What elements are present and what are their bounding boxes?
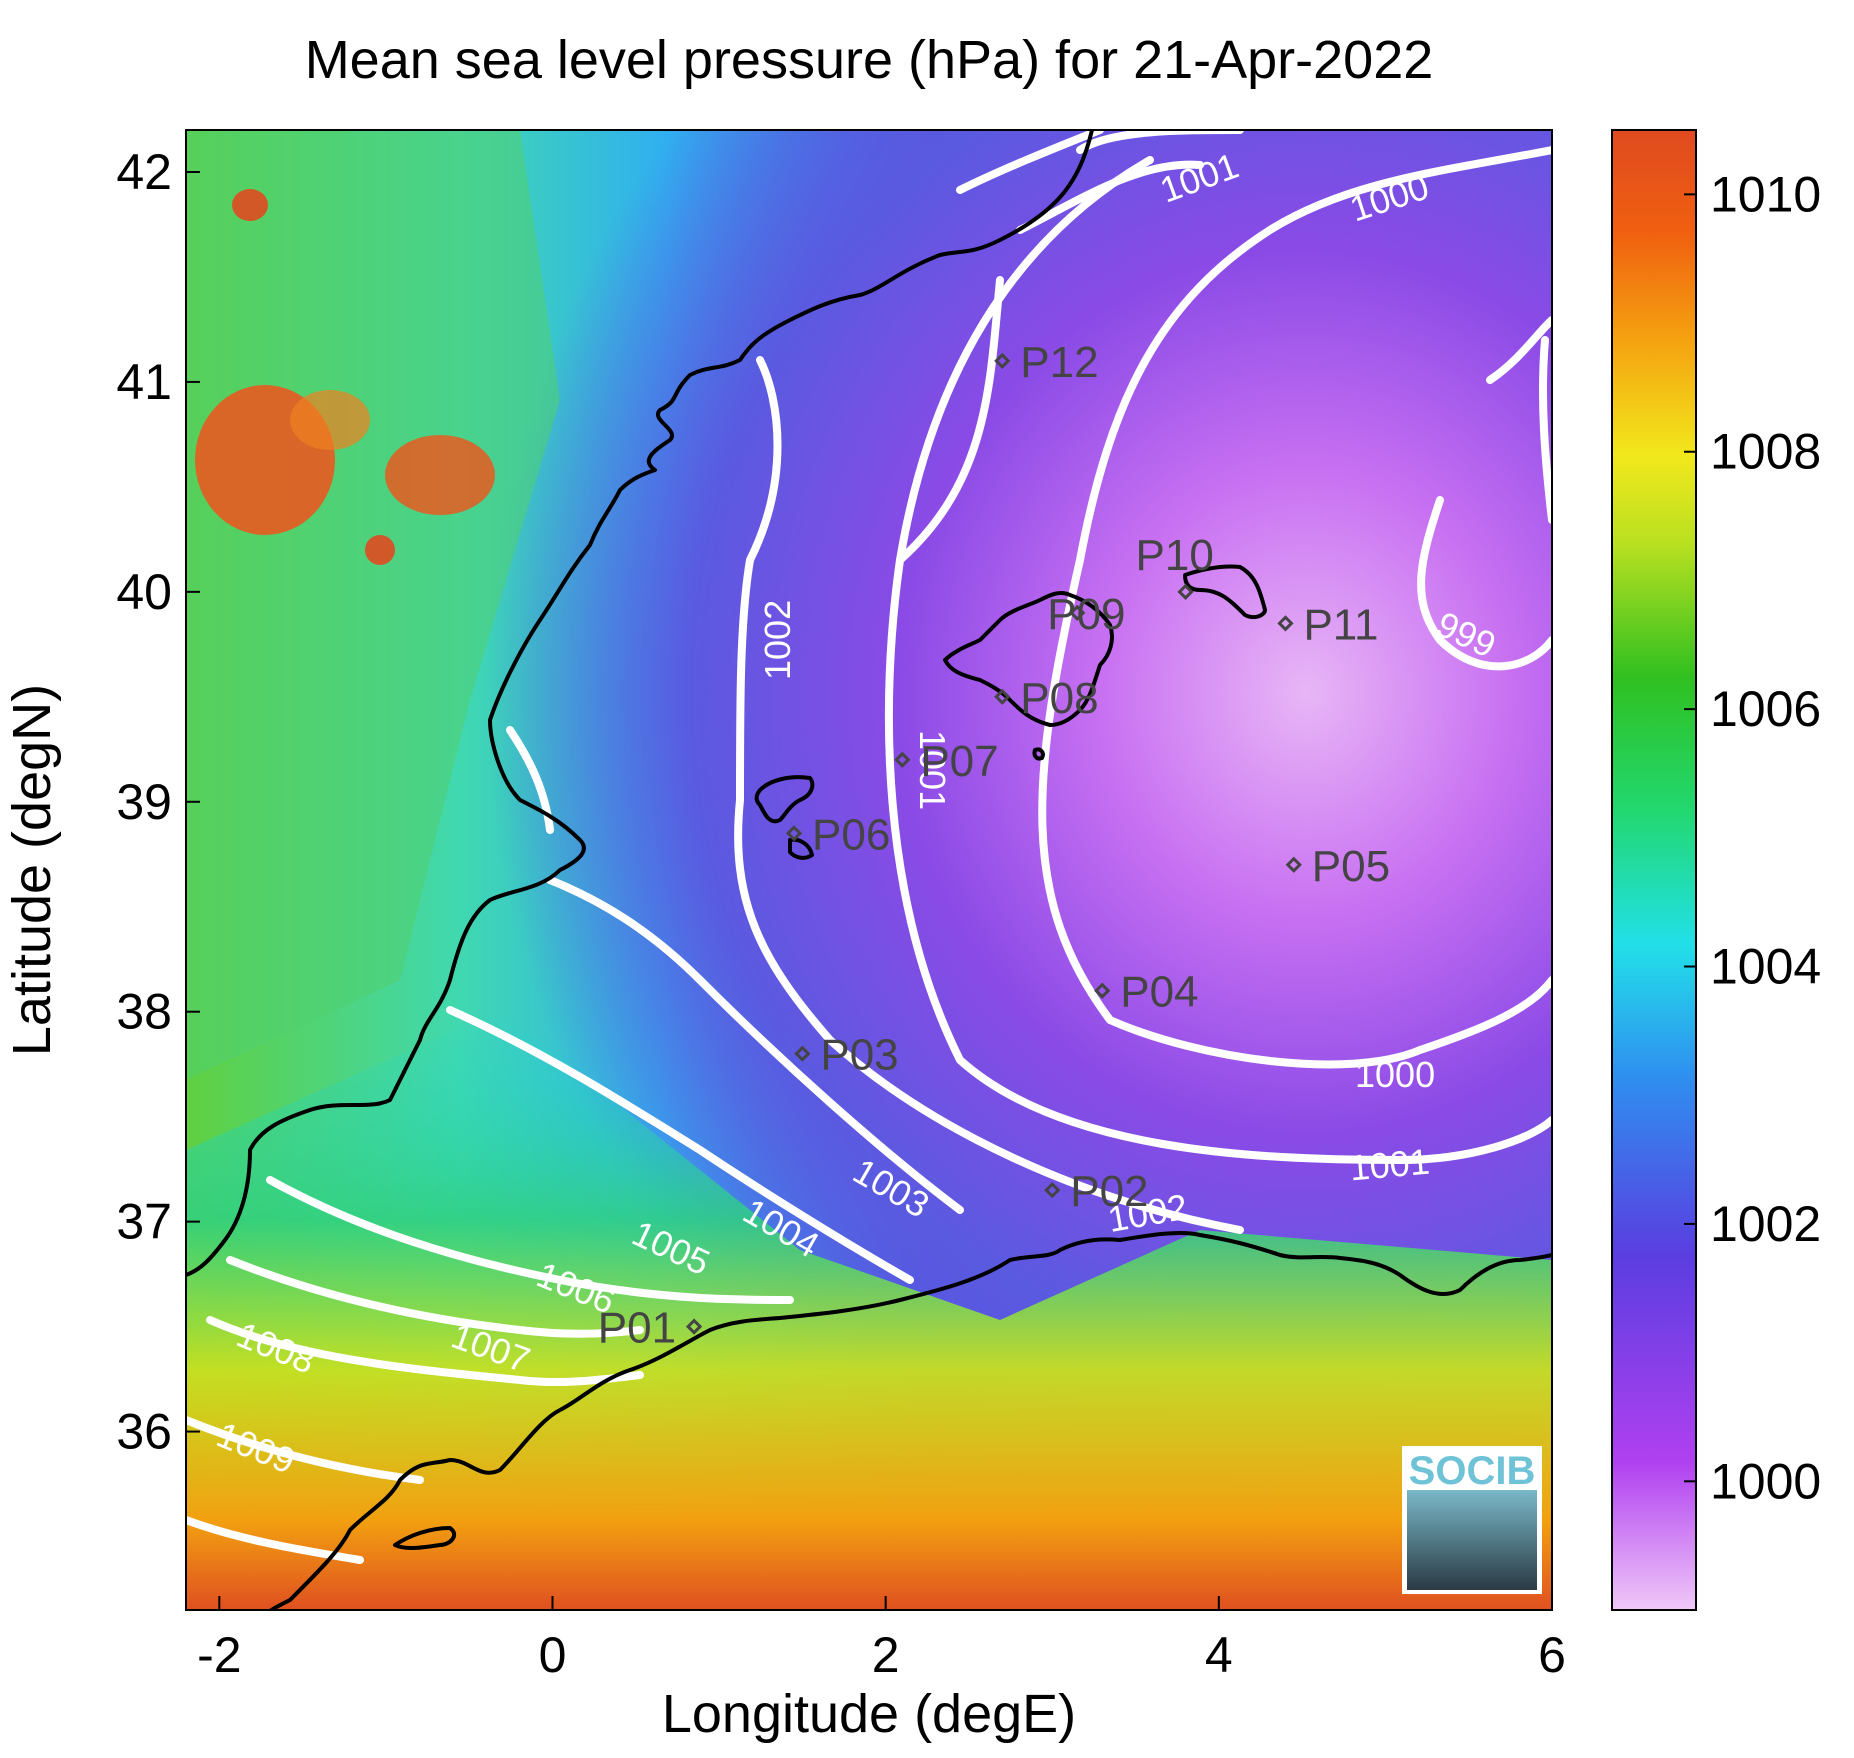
station-marker <box>1044 1182 1061 1199</box>
colorbar-gradient <box>1611 129 1697 1611</box>
station-marker <box>1277 615 1294 632</box>
station-label: P01 <box>598 1304 676 1353</box>
socib-logo-text: SOCIB <box>1409 1449 1536 1493</box>
isobar-1005 <box>266 1176 794 1304</box>
coastlines <box>186 130 1552 1610</box>
station-label: P02 <box>1070 1167 1148 1216</box>
menorca-coast <box>1183 564 1267 620</box>
x-tick-label: -2 <box>197 1627 241 1683</box>
cabrera-coast <box>1032 747 1045 761</box>
high-pressure-peak-5 <box>290 390 370 450</box>
socib-logo: SOCIB <box>1402 1446 1542 1594</box>
isobar-1002 <box>734 356 1244 1234</box>
station-marker <box>994 688 1011 705</box>
station-label: P10 <box>1136 531 1214 580</box>
isobar-1001-top <box>956 130 1104 194</box>
colorbar-tick-label: 1010 <box>1710 166 1821 222</box>
y-tick-label: 37 <box>116 1194 172 1250</box>
contour-label-1002-left: 1002 <box>757 600 798 680</box>
isobar-999-top <box>1486 316 1552 384</box>
plot-area: 1001 1000 999 1002 1001 1000 1001 1002 1… <box>186 130 1552 1610</box>
station-label: P08 <box>1020 674 1098 723</box>
station-label: P05 <box>1312 842 1390 891</box>
station-marker <box>785 825 803 842</box>
isobar-1006 <box>226 1256 644 1338</box>
x-tick-label: 6 <box>1538 1627 1566 1683</box>
isobar-999 <box>1417 496 1552 671</box>
isobar-1000 <box>1038 146 1552 1069</box>
station-marker <box>1094 982 1111 999</box>
mallorca-coast <box>943 590 1114 727</box>
colorbar-tick-label: 1006 <box>1710 681 1821 737</box>
x-tick-label: 0 <box>539 1627 567 1683</box>
y-tick-label: 41 <box>116 354 172 410</box>
isobar-1008 <box>186 1416 424 1484</box>
x-tick-label: 2 <box>872 1627 900 1683</box>
isobar-1004 <box>446 1006 914 1284</box>
socib-logo-image <box>1407 1490 1537 1590</box>
high-pressure-south <box>186 1010 1552 1610</box>
colorbar-tick-label: 1004 <box>1710 939 1821 995</box>
y-tick-label: 40 <box>116 564 172 620</box>
high-pressure-peak-3 <box>232 189 268 221</box>
station-marker <box>1285 856 1302 873</box>
station-marker <box>685 1318 703 1335</box>
y-tick-label: 39 <box>116 774 172 830</box>
station-marker <box>994 352 1011 370</box>
high-pressure-peak-4 <box>365 535 395 565</box>
y-tick-label: 42 <box>116 144 172 200</box>
station-marker <box>894 751 911 768</box>
station-marker <box>1177 583 1194 600</box>
y-tick-label: 38 <box>116 984 172 1040</box>
formentera-coast <box>788 837 814 860</box>
contour-label-1000-bottom: 1000 <box>1355 1054 1435 1095</box>
station-label: P07 <box>920 737 998 786</box>
contour-label-1001-mid: 1001 <box>912 730 953 810</box>
north-african-coastline <box>559 1230 1552 1412</box>
station-label: P11 <box>1303 600 1378 649</box>
station-label: P09 <box>1047 590 1125 639</box>
isobar-1007 <box>206 1316 644 1387</box>
colorbar-axis: 1000 1002 1004 1006 1008 1010 <box>1684 166 1821 1509</box>
colorbar-tick-label: 1002 <box>1710 1196 1821 1252</box>
x-axis: -2 0 2 4 6 <box>197 1596 1566 1683</box>
y-axis: 36 37 38 39 40 41 42 <box>116 144 200 1460</box>
iberian-coastline <box>186 130 1094 1277</box>
station-label: P04 <box>1120 968 1198 1017</box>
colorbar-tick-label: 1008 <box>1710 424 1821 480</box>
y-axis-title: Latitude (degN) <box>2 684 62 1056</box>
station-label: P06 <box>812 810 890 859</box>
isobar-999-right <box>1538 336 1552 524</box>
iberian-inland-field <box>186 130 560 1080</box>
colorbar: 1000 1002 1004 1006 1008 1010 <box>1611 129 1821 1611</box>
colorbar-tick-label: 1000 <box>1710 1453 1821 1509</box>
ibiza-coast <box>754 775 815 824</box>
x-tick-label: 4 <box>1205 1627 1233 1683</box>
y-tick-label: 36 <box>116 1404 172 1460</box>
isobar-1009 <box>186 1516 364 1564</box>
contour-label-1001-bottom: 1001 <box>1348 1141 1431 1189</box>
station-label: P03 <box>820 1031 898 1080</box>
isobar-1001 <box>884 156 1552 1165</box>
high-pressure-peak-2 <box>385 435 495 515</box>
station-label: P12 <box>1020 338 1098 387</box>
isobar-1001-arm <box>896 276 1004 564</box>
station-marker <box>794 1045 811 1062</box>
isobar-1003 <box>546 876 964 1214</box>
alboran-island <box>393 1526 457 1550</box>
station-marker <box>1069 604 1086 621</box>
alboran-coastline <box>267 1408 561 1610</box>
x-axis-title: Longitude (degE) <box>662 1684 1076 1744</box>
plot-frame <box>185 129 1553 1611</box>
chart-title: Mean sea level pressure (hPa) for 21-Apr… <box>305 30 1434 90</box>
isobar-partial-coast <box>506 726 554 834</box>
